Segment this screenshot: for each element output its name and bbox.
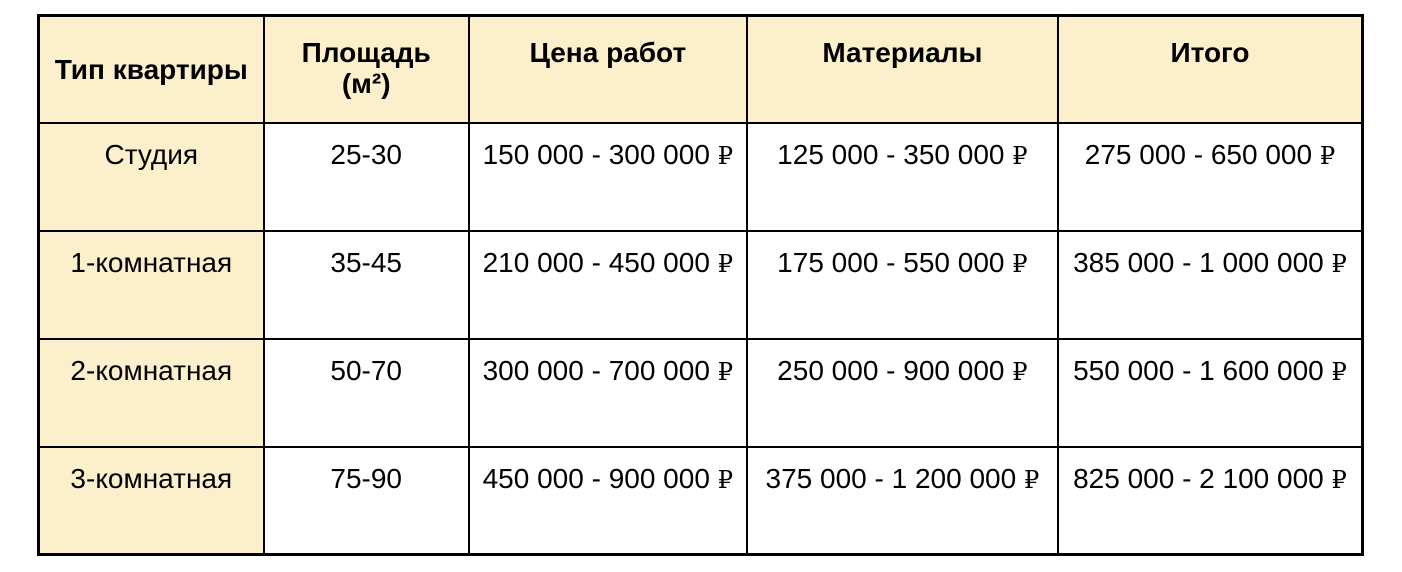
table-row: 1-комнатная 35-45 210 000 - 450 000 ₽ 17… [37,229,1364,340]
ruble-sign: ₽ [1319,141,1336,170]
renovation-price-table-container: Тип квартиры Площадь (м²) Цена работ Мат… [37,14,1364,556]
cell-area: 75-90 [262,445,470,556]
cell-materials: 375 000 - 1 200 000 ₽ [745,445,1059,556]
cell-total: 825 000 - 2 100 000 ₽ [1056,445,1364,556]
column-header-total: Итого [1056,14,1364,124]
table-row: 2-комнатная 50-70 300 000 - 700 000 ₽ 25… [37,337,1364,448]
cell-apartment-type: 2-комнатная [37,337,265,448]
column-header-apartment-type: Тип квартиры [37,14,265,124]
column-header-area: Площадь (м²) [262,14,470,124]
header-row: Тип квартиры Площадь (м²) Цена работ Мат… [37,14,1364,124]
cell-work-price: 210 000 - 450 000 ₽ [467,229,748,340]
cell-total: 275 000 - 650 000 ₽ [1056,121,1364,232]
price-range: 375 000 - 1 200 000 [765,462,1017,494]
cell-materials: 125 000 - 350 000 ₽ [745,121,1059,232]
cell-work-price: 450 000 - 900 000 ₽ [467,445,748,556]
cell-work-price: 150 000 - 300 000 ₽ [467,121,748,232]
price-range: 175 000 - 550 000 [777,246,1005,278]
ruble-sign: ₽ [1012,249,1028,278]
ruble-sign: ₽ [1012,141,1028,170]
cell-apartment-type: Студия [37,121,265,232]
cell-apartment-type: 3-комнатная [37,445,265,556]
price-range: 250 000 - 900 000 [777,354,1005,386]
ruble-sign: ₽ [1331,357,1347,386]
ruble-sign: ₽ [1012,357,1028,386]
price-range: 125 000 - 350 000 [777,138,1005,170]
table-row: 3-комнатная 75-90 450 000 - 900 000 ₽ 37… [37,445,1364,556]
cell-total: 550 000 - 1 600 000 ₽ [1056,337,1364,448]
price-range: 450 000 - 900 000 [482,462,710,494]
price-range: 300 000 - 700 000 [482,354,710,386]
price-range: 210 000 - 450 000 [482,246,710,278]
ruble-sign: ₽ [1331,465,1347,494]
price-range: 150 000 - 300 000 [482,138,710,170]
cell-area: 35-45 [262,229,470,340]
cell-area: 50-70 [262,337,470,448]
table-row: Студия 25-30 150 000 - 300 000 ₽ 125 000… [37,121,1364,232]
cell-total: 385 000 - 1 000 000 ₽ [1056,229,1364,340]
price-range: 275 000 - 650 000 [1084,138,1313,170]
cell-work-price: 300 000 - 700 000 ₽ [467,337,748,448]
price-range: 825 000 - 2 100 000 [1073,462,1324,494]
cell-materials: 175 000 - 550 000 ₽ [745,229,1059,340]
ruble-sign: ₽ [717,249,734,278]
cell-apartment-type: 1-комнатная [37,229,265,340]
cell-materials: 250 000 - 900 000 ₽ [745,337,1059,448]
column-header-work-price: Цена работ [467,14,748,124]
ruble-sign: ₽ [1331,249,1347,278]
column-header-materials: Материалы [745,14,1059,124]
renovation-price-table: Тип квартиры Площадь (м²) Цена работ Мат… [37,14,1364,556]
ruble-sign: ₽ [717,465,734,494]
ruble-sign: ₽ [1023,465,1040,494]
price-range: 385 000 - 1 000 000 [1073,246,1324,278]
price-range: 550 000 - 1 600 000 [1073,354,1324,386]
ruble-sign: ₽ [717,357,734,386]
ruble-sign: ₽ [717,141,734,170]
cell-area: 25-30 [262,121,470,232]
